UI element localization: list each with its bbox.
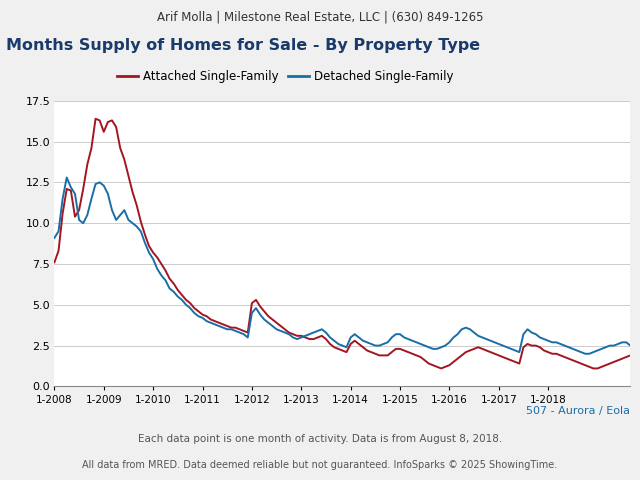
- Text: Months Supply of Homes for Sale - By Property Type: Months Supply of Homes for Sale - By Pro…: [6, 38, 481, 53]
- Text: All data from MRED. Data deemed reliable but not guaranteed. InfoSparks © 2025 S: All data from MRED. Data deemed reliable…: [83, 460, 557, 470]
- Text: 507 - Aurora / Eola: 507 - Aurora / Eola: [526, 406, 630, 416]
- Text: Each data point is one month of activity. Data is from August 8, 2018.: Each data point is one month of activity…: [138, 434, 502, 444]
- Text: Arif Molla | Milestone Real Estate, LLC | (630) 849-1265: Arif Molla | Milestone Real Estate, LLC …: [157, 11, 483, 24]
- Legend: Attached Single-Family, Detached Single-Family: Attached Single-Family, Detached Single-…: [112, 65, 458, 88]
